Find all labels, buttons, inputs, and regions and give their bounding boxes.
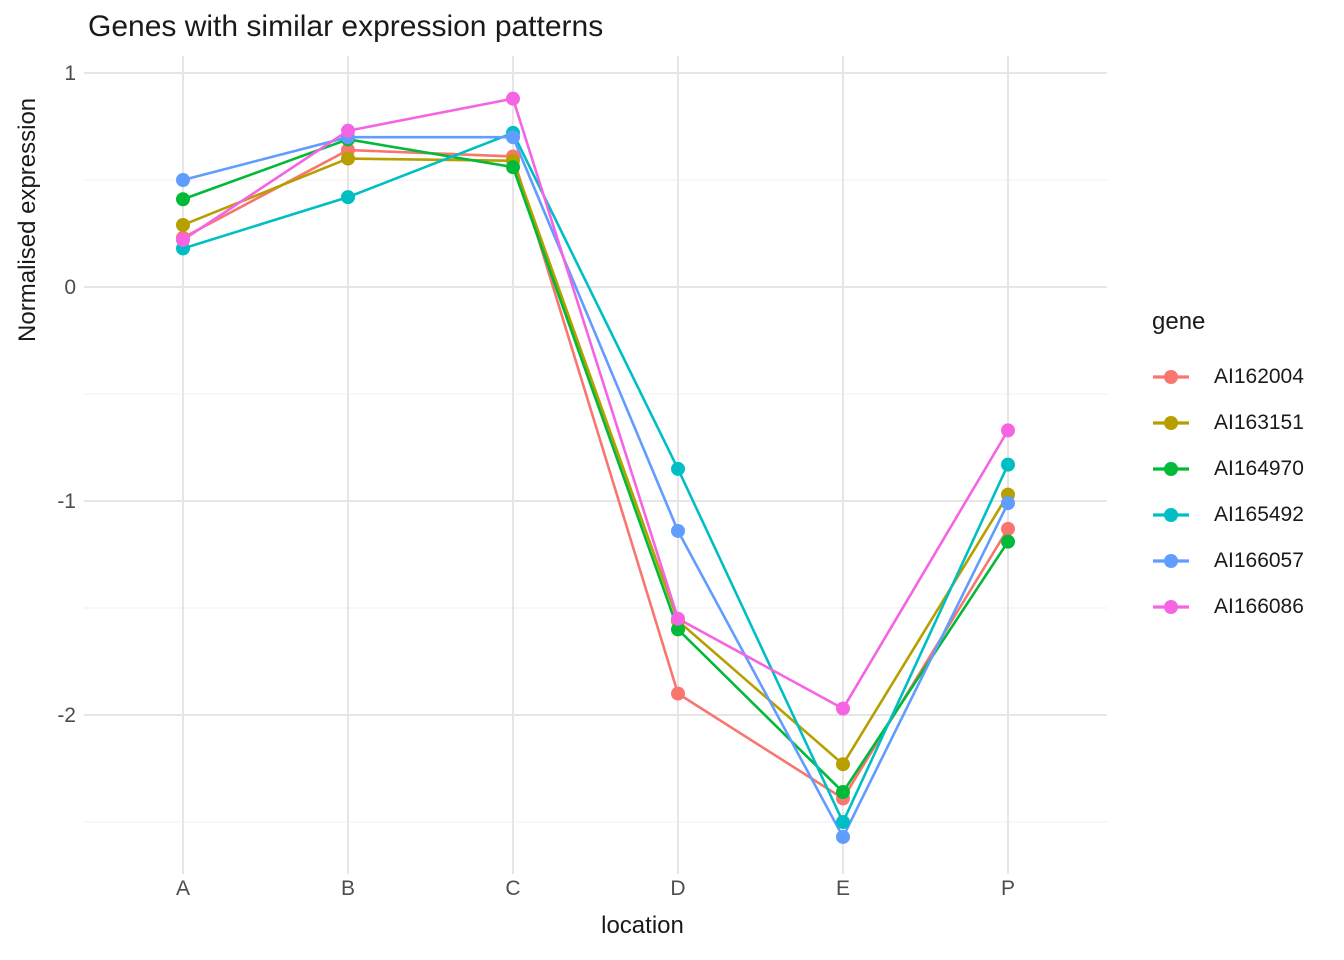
data-point-AI165492-D xyxy=(671,461,685,476)
series-line-AI166086 xyxy=(182,97,1010,711)
legend-entry-AI162004: AI162004 xyxy=(1152,354,1304,400)
series-line-AI166057 xyxy=(182,135,1010,840)
data-point-AI166057-C xyxy=(506,130,520,145)
data-point-AI164970-C xyxy=(506,160,520,175)
x-tick-label: D xyxy=(670,877,685,900)
legend-entry-label: AI162004 xyxy=(1214,365,1304,388)
series-line-AI165492 xyxy=(182,131,1010,826)
x-tick-label: B xyxy=(341,877,355,900)
data-point-AI166086-E xyxy=(836,701,850,716)
data-point-AI166057-A xyxy=(176,173,190,187)
legend-entry-label: AI166086 xyxy=(1214,595,1304,618)
data-point-AI166086-A xyxy=(176,232,190,247)
data-point-AI166086-B xyxy=(341,123,355,138)
y-tick-label: 1 xyxy=(64,62,76,85)
data-point-AI163151-A xyxy=(176,217,190,232)
legend-swatch-icon xyxy=(1153,370,1189,384)
data-point-AI166086-C xyxy=(506,91,520,106)
legend-entry-label: AI163151 xyxy=(1214,411,1304,434)
y-tick-label: 0 xyxy=(64,276,76,299)
legend-swatch-icon xyxy=(1153,508,1189,522)
legend-swatch-icon xyxy=(1153,600,1189,614)
data-point-AI166086-D xyxy=(671,611,685,626)
legend-swatch-icon xyxy=(1153,462,1189,476)
data-point-AI162004-P xyxy=(1001,521,1015,536)
x-tick-label: A xyxy=(176,877,190,900)
data-point-AI166057-P xyxy=(1001,496,1015,511)
data-point-AI166057-D xyxy=(671,523,685,538)
data-point-AI164970-P xyxy=(1001,534,1015,549)
plot-title: Genes with similar expression patterns xyxy=(88,10,604,43)
legend-entry-AI166086: AI166086 xyxy=(1152,584,1304,630)
data-point-AI165492-P xyxy=(1001,457,1015,472)
legend-entries: AI162004 AI163151 AI164970 AI165492 AI166057… xyxy=(1152,354,1304,630)
x-tick-label: P xyxy=(1001,877,1015,900)
x-axis-title: location xyxy=(0,912,1191,940)
legend-entry-label: AI166057 xyxy=(1214,549,1304,572)
legend: gene AI162004 AI163151 AI164970 AI165492 AI1… xyxy=(1152,308,1304,630)
y-axis-title: Normalised expression xyxy=(14,97,41,342)
x-tick-label: E xyxy=(836,877,850,900)
legend-entry-AI164970: AI164970 xyxy=(1152,446,1304,492)
data-point-AI162004-D xyxy=(671,686,685,701)
data-point-AI165492-E xyxy=(836,815,850,829)
legend-entry-AI165492: AI165492 xyxy=(1152,492,1304,538)
data-point-AI164970-E xyxy=(836,785,850,800)
y-tick-label: -1 xyxy=(57,490,76,513)
legend-entry-label: AI165492 xyxy=(1214,503,1304,526)
x-axis-title-text: location xyxy=(601,912,684,939)
legend-swatch-icon xyxy=(1153,416,1189,430)
legend-entry-AI166057: AI166057 xyxy=(1152,538,1304,584)
y-tick-label: -2 xyxy=(57,704,76,727)
x-tick-label: C xyxy=(505,877,520,900)
data-point-AI166086-P xyxy=(1001,423,1015,438)
data-point-AI163151-B xyxy=(341,151,355,166)
legend-swatch-icon xyxy=(1153,554,1189,568)
data-point-AI164970-D xyxy=(671,622,685,637)
legend-entry-AI163151: AI163151 xyxy=(1152,400,1304,446)
data-point-AI164970-A xyxy=(176,192,190,207)
data-point-AI163151-E xyxy=(836,757,850,772)
series-line-AI164970 xyxy=(182,138,1010,795)
data-point-AI165492-B xyxy=(341,190,355,205)
legend-entry-label: AI164970 xyxy=(1214,457,1304,480)
series-line-AI163151 xyxy=(182,157,1010,767)
series-line-AI162004 xyxy=(182,148,1010,801)
legend-title: gene xyxy=(1152,308,1206,335)
data-point-AI166057-E xyxy=(836,829,850,844)
